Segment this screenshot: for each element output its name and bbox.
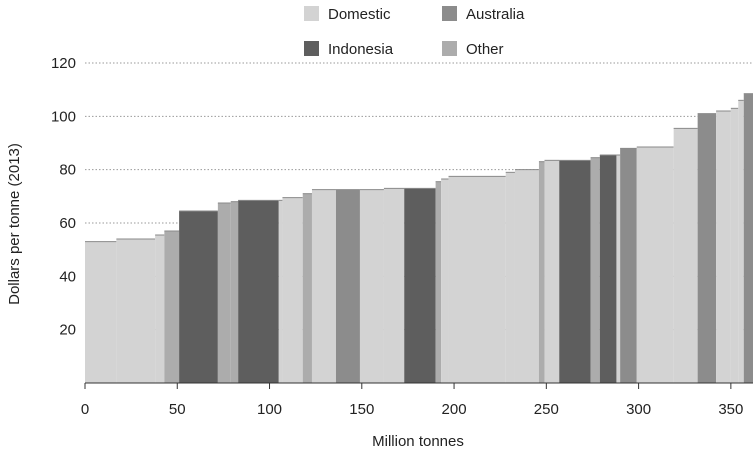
bar-segment-domestic [716, 111, 731, 383]
x-tick-labels: 0 50 100 150 200 250 300 350 [81, 401, 744, 418]
bar-segment-australia [620, 148, 637, 383]
bar-segment-other [230, 201, 239, 383]
x-tick-label-100: 100 [257, 401, 282, 418]
legend-swatch-australia [442, 6, 457, 21]
bar-segment-domestic [505, 172, 515, 383]
y-tick-label-60: 60 [59, 215, 76, 232]
bar-segment-other [164, 231, 180, 383]
legend-item-indonesia: Indonesia [304, 41, 394, 58]
bar-segment-other [590, 157, 600, 383]
bar-segment-other [538, 161, 545, 383]
x-tick-label-150: 150 [349, 401, 374, 418]
bar-segment-indonesia [404, 188, 436, 383]
bar-segment-domestic [359, 189, 384, 383]
x-tick-label-50: 50 [169, 401, 186, 418]
bar-segment-domestic [441, 179, 449, 383]
bar-segment-domestic [311, 189, 336, 383]
bar-segment-indonesia [238, 200, 279, 383]
bar-segment-domestic [448, 176, 506, 383]
y-tick-label-100: 100 [51, 108, 76, 125]
x-tick-label-300: 300 [626, 401, 651, 418]
legend-item-other: Other [442, 41, 504, 58]
y-tick-label-120: 120 [51, 55, 76, 72]
bar-segment-domestic [544, 160, 560, 383]
y-tick-label-80: 80 [59, 162, 76, 179]
legend-label-domestic: Domestic [328, 6, 391, 23]
bar-segment-indonesia [599, 155, 617, 383]
legend-item-australia: Australia [442, 6, 525, 23]
bar-segment-indonesia [179, 211, 218, 383]
x-axis-title: Million tonnes [372, 433, 464, 450]
x-tick-label-0: 0 [81, 401, 89, 418]
legend-label-other: Other [466, 41, 504, 58]
axes [84, 382, 753, 389]
x-tick-label-200: 200 [442, 401, 467, 418]
bar-segment-other [302, 193, 312, 383]
bar-segment-domestic [383, 188, 405, 383]
legend-label-indonesia: Indonesia [328, 41, 394, 58]
x-tick-label-250: 250 [534, 401, 559, 418]
bar-segment-domestic [278, 200, 283, 383]
bar-segment-domestic [673, 128, 698, 383]
bar-segment-domestic [85, 241, 117, 383]
bar-segment-indonesia [559, 160, 591, 383]
bar-segment-domestic [282, 197, 303, 383]
bar-segment-domestic [116, 239, 156, 383]
bar-segment-domestic [738, 100, 744, 383]
y-tick-label-40: 40 [59, 268, 76, 285]
legend-swatch-indonesia [304, 41, 319, 56]
legend-item-domestic: Domestic [304, 6, 391, 23]
bar-segment-domestic [514, 169, 539, 383]
legend-label-australia: Australia [466, 6, 525, 23]
bar-segment-australia [743, 93, 753, 384]
legend-swatch-other [442, 41, 457, 56]
y-tick-labels: 20 40 60 80 100 120 [51, 55, 76, 339]
bar-segment-other [435, 181, 442, 383]
bar-segment-australia [335, 189, 360, 383]
bar-segment-other [217, 203, 231, 383]
bars [85, 93, 753, 384]
bar-segment-domestic [636, 147, 674, 383]
legend-swatch-domestic [304, 6, 319, 21]
x-tick-label-350: 350 [718, 401, 743, 418]
y-axis-title: Dollars per tonne (2013) [6, 143, 23, 305]
bar-segment-domestic [730, 108, 739, 383]
y-tick-label-20: 20 [59, 322, 76, 339]
bar-segment-australia [697, 113, 717, 384]
bar-segment-domestic [616, 155, 621, 383]
bar-segment-domestic [155, 235, 165, 383]
legend: Domestic Australia Indonesia Other [304, 6, 525, 58]
